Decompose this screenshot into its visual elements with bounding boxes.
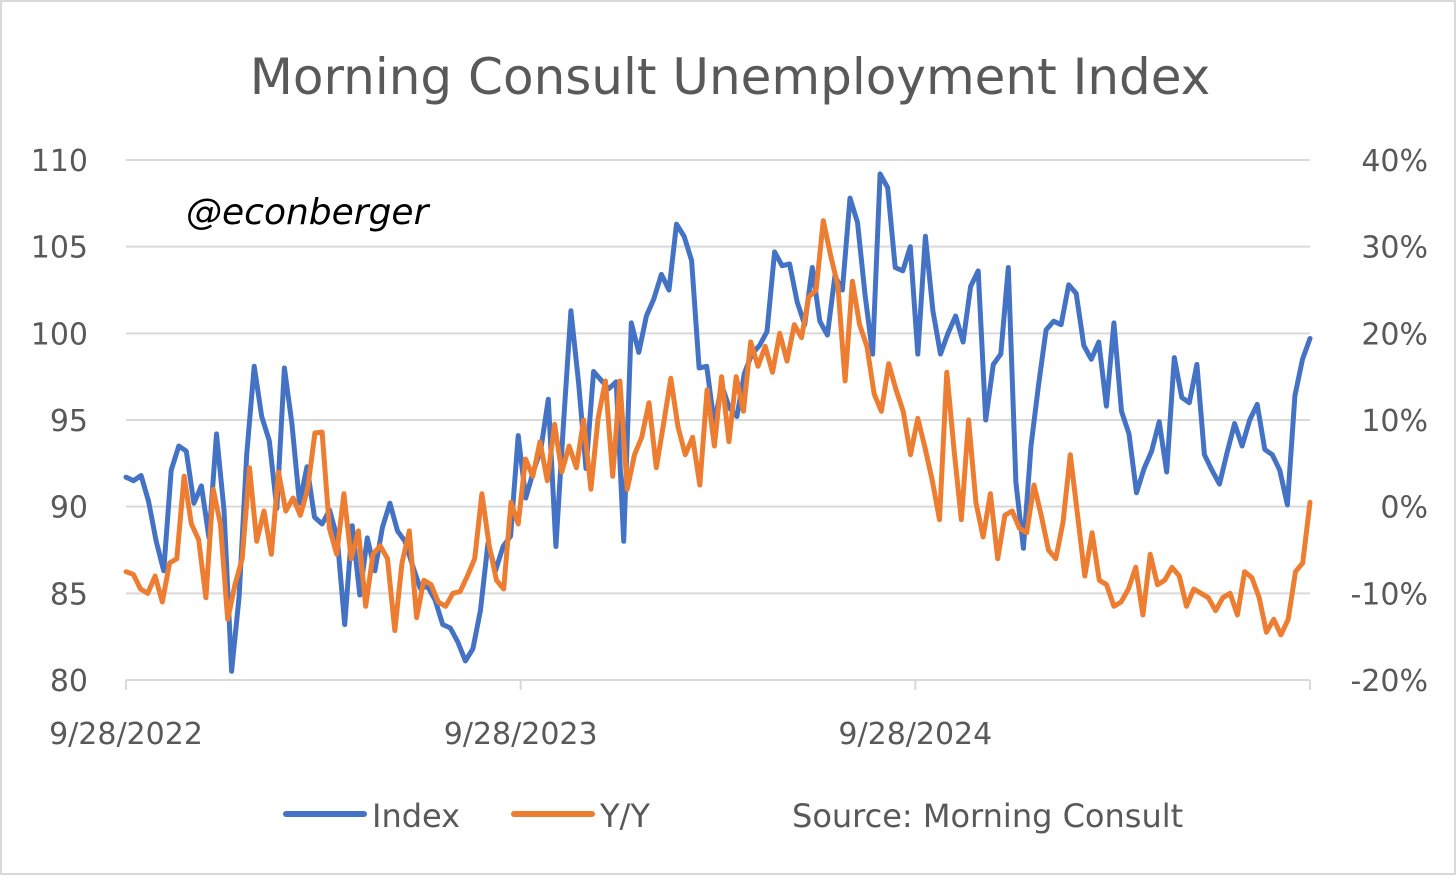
x-tick-label: 9/28/2024 xyxy=(838,717,992,752)
chart-title: Morning Consult Unemployment Index xyxy=(250,48,1211,106)
right-tick-label: -10% xyxy=(1350,577,1428,612)
x-tick-label: 9/28/2022 xyxy=(49,717,203,752)
right-tick-label: 30% xyxy=(1361,231,1428,266)
watermark-handle: @econberger xyxy=(186,192,431,233)
left-tick-label: 95 xyxy=(50,404,88,439)
left-tick-label: 110 xyxy=(31,144,88,179)
left-tick-label: 80 xyxy=(50,664,88,699)
x-tick-label: 9/28/2023 xyxy=(444,717,598,752)
right-tick-label: 10% xyxy=(1361,404,1428,439)
gridlines xyxy=(126,159,1310,681)
left-axis-ticks: 80 85 90 95 100 105 110 xyxy=(31,144,88,699)
left-tick-label: 100 xyxy=(31,317,88,352)
legend-label-yy: Y/Y xyxy=(599,797,650,835)
right-tick-label: 20% xyxy=(1361,317,1428,352)
series-line-yy xyxy=(123,218,1313,638)
right-tick-label: -20% xyxy=(1350,664,1428,699)
legend: Index Y/Y Source: Morning Consult xyxy=(283,797,1183,835)
legend-label-index: Index xyxy=(372,797,460,835)
right-axis-ticks: -20% -10% 0% 10% 20% 30% 40% xyxy=(1350,144,1428,699)
right-tick-label: 40% xyxy=(1361,144,1428,179)
source-note: Source: Morning Consult xyxy=(792,797,1183,835)
left-tick-label: 105 xyxy=(31,231,88,266)
right-tick-label: 0% xyxy=(1380,491,1428,526)
left-tick-label: 85 xyxy=(50,577,88,612)
left-tick-label: 90 xyxy=(50,491,88,526)
x-axis-ticks: 9/28/2022 9/28/2023 9/28/2024 xyxy=(49,680,1311,752)
